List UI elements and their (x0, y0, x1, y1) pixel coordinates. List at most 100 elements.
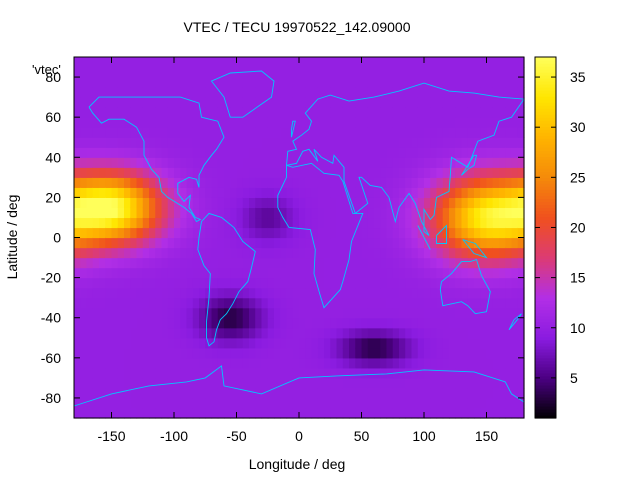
heatmap-cell (461, 57, 469, 68)
heatmap-cell (92, 327, 100, 339)
heatmap-cell (374, 317, 381, 329)
heatmap-cell (255, 137, 263, 148)
heatmap-cell (424, 147, 431, 158)
heatmap-cell (136, 387, 144, 399)
heatmap-cell (361, 337, 369, 349)
heatmap-cell (411, 107, 419, 118)
heatmap-cell (205, 117, 213, 128)
colorbar-segment (535, 183, 556, 187)
heatmap-cell (386, 307, 394, 319)
heatmap-cell (274, 267, 281, 279)
heatmap-cell (492, 187, 500, 198)
heatmap-cell (199, 267, 206, 279)
heatmap-cell (205, 407, 213, 419)
heatmap-cell (474, 297, 481, 309)
colorbar-segment (535, 120, 556, 124)
heatmap-cell (442, 377, 450, 389)
heatmap-cell (280, 217, 288, 229)
heatmap-cell (274, 247, 281, 259)
heatmap-cell (199, 97, 206, 108)
heatmap-cell (142, 317, 150, 329)
heatmap-cell (224, 337, 231, 349)
heatmap-cell (224, 327, 231, 339)
heatmap-cell (299, 307, 306, 319)
heatmap-cell (355, 407, 363, 419)
heatmap-cell (161, 357, 169, 369)
heatmap-cell (80, 97, 88, 108)
colorbar-segment (535, 342, 556, 347)
colorbar-segment (535, 60, 556, 64)
heatmap-cell (467, 377, 475, 389)
heatmap-cell (317, 347, 325, 359)
heatmap-cell (499, 77, 506, 88)
colorbar-tick-label: 35 (570, 69, 586, 85)
heatmap-cell (355, 207, 363, 219)
heatmap-cell (92, 147, 100, 158)
heatmap-cell (274, 57, 281, 68)
heatmap-cell (267, 317, 275, 329)
heatmap-cell (317, 197, 325, 209)
heatmap-cell (149, 237, 156, 249)
heatmap-cell (180, 267, 188, 279)
heatmap-cell (336, 287, 344, 299)
heatmap-cell (386, 57, 394, 68)
heatmap-cell (267, 327, 275, 339)
heatmap-cell (517, 317, 525, 329)
heatmap-cell (224, 237, 231, 249)
heatmap-cell (305, 107, 313, 118)
heatmap-cell (130, 337, 138, 349)
heatmap-cell (386, 247, 394, 259)
heatmap-cell (305, 227, 313, 239)
heatmap-cell (105, 67, 113, 78)
heatmap-cell (417, 137, 425, 148)
heatmap-cell (505, 327, 513, 339)
heatmap-cell (361, 317, 369, 329)
heatmap-cell (130, 237, 138, 249)
heatmap-cell (205, 77, 213, 88)
heatmap-cell (442, 157, 450, 168)
heatmap-cell (211, 357, 219, 369)
heatmap-cell (286, 147, 294, 158)
heatmap-cell (236, 137, 244, 148)
heatmap-cell (180, 347, 188, 359)
heatmap-cell (111, 197, 119, 209)
heatmap-cell (199, 357, 206, 369)
heatmap-cell (330, 167, 338, 178)
heatmap-cell (136, 167, 144, 178)
heatmap-cell (130, 57, 138, 68)
heatmap-cell (511, 347, 519, 359)
heatmap-cell (174, 367, 181, 379)
heatmap-cell (299, 107, 306, 118)
colorbar-segment (535, 258, 556, 263)
heatmap-cell (149, 197, 156, 209)
heatmap-cell (105, 397, 113, 409)
heatmap-cell (349, 217, 356, 229)
heatmap-cell (330, 197, 338, 209)
heatmap-cell (299, 177, 306, 188)
heatmap-cell (499, 147, 506, 158)
heatmap-cell (224, 57, 231, 68)
heatmap-cell (74, 177, 81, 188)
heatmap-cell (449, 307, 456, 319)
heatmap-cell (155, 287, 163, 299)
heatmap-cell (230, 407, 238, 419)
heatmap-cell (280, 67, 288, 78)
heatmap-cell (467, 227, 475, 239)
heatmap-cell (511, 367, 519, 379)
colorbar-segment (535, 288, 556, 293)
coastline-path (88, 96, 225, 223)
heatmap-cell (86, 287, 94, 299)
heatmap-cell (386, 107, 394, 118)
colorbar-segment (535, 351, 556, 356)
heatmap-cell (486, 77, 494, 88)
heatmap-cell (374, 407, 381, 419)
heatmap-cell (186, 177, 194, 188)
heatmap-cell (380, 207, 388, 219)
heatmap-cell (261, 127, 269, 138)
heatmap-cell (124, 357, 131, 369)
heatmap-cell (367, 347, 375, 359)
heatmap-cell (424, 67, 431, 78)
heatmap-cell (199, 397, 206, 409)
heatmap-cell (305, 327, 313, 339)
heatmap-cell (355, 107, 363, 118)
